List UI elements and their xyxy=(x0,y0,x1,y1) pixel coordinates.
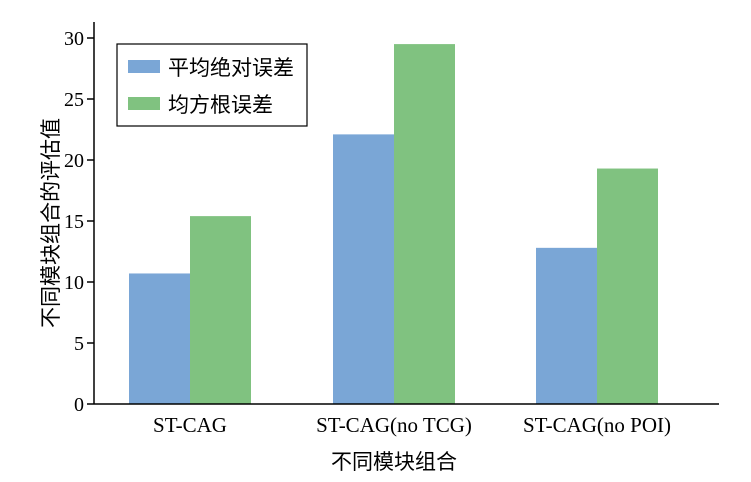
legend-label-rmse: 均方根误差 xyxy=(168,93,273,117)
axes-group xyxy=(93,22,719,405)
bar-rmse-1 xyxy=(394,44,455,404)
legend-label-mae: 平均绝对误差 xyxy=(168,56,294,80)
bar-mae-1 xyxy=(333,134,394,404)
x-ticks-group: ST-CAG ST-CAG(no TCG) ST-CAG(no POI) xyxy=(153,413,671,437)
bar-mae-2 xyxy=(536,247,597,404)
y-tick-label: 30 xyxy=(64,28,84,50)
legend: 平均绝对误差 均方根误差 xyxy=(116,43,308,127)
legend-box xyxy=(116,43,308,127)
y-tick-label: 15 xyxy=(64,211,84,233)
y-ticks-group: 0 5 10 15 20 25 30 xyxy=(64,28,94,416)
y-tick-label: 25 xyxy=(64,89,84,111)
y-tick-label: 20 xyxy=(64,150,84,172)
x-axis-title: 不同模块组合 xyxy=(331,450,457,474)
y-tick-label: 0 xyxy=(74,394,84,416)
legend-swatch-rmse xyxy=(128,97,160,110)
bars-group xyxy=(129,44,658,404)
bar-mae-0 xyxy=(129,273,190,404)
x-tick-label: ST-CAG(no TCG) xyxy=(316,413,472,437)
bar-rmse-2 xyxy=(597,168,658,404)
y-tick-label: 10 xyxy=(64,272,84,294)
bar-rmse-0 xyxy=(190,216,251,404)
x-tick-label: ST-CAG xyxy=(153,413,227,437)
legend-swatch-mae xyxy=(128,60,160,73)
y-tick-label: 5 xyxy=(74,333,84,355)
y-axis-title: 不同模块组合的评估值 xyxy=(39,118,63,328)
x-tick-label: ST-CAG(no POI) xyxy=(523,413,671,437)
